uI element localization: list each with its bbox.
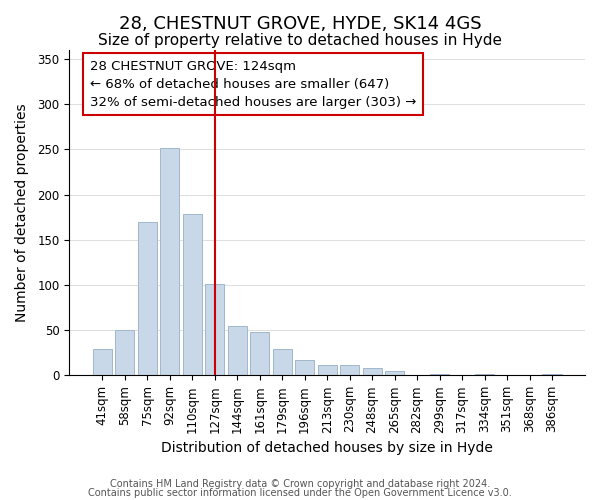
- Bar: [115, 330, 134, 376]
- Bar: [295, 360, 314, 376]
- Bar: [272, 349, 292, 376]
- Y-axis label: Number of detached properties: Number of detached properties: [15, 104, 29, 322]
- Text: Size of property relative to detached houses in Hyde: Size of property relative to detached ho…: [98, 32, 502, 48]
- Bar: [250, 332, 269, 376]
- Text: Contains public sector information licensed under the Open Government Licence v3: Contains public sector information licen…: [88, 488, 512, 498]
- Bar: [340, 366, 359, 376]
- Text: 28 CHESTNUT GROVE: 124sqm
← 68% of detached houses are smaller (647)
32% of semi: 28 CHESTNUT GROVE: 124sqm ← 68% of detac…: [90, 60, 416, 109]
- Bar: [138, 222, 157, 376]
- Bar: [182, 214, 202, 376]
- Bar: [430, 374, 449, 376]
- Bar: [160, 148, 179, 376]
- Bar: [362, 368, 382, 376]
- Bar: [317, 366, 337, 376]
- Bar: [227, 326, 247, 376]
- Bar: [93, 349, 112, 376]
- Bar: [542, 374, 562, 376]
- Text: 28, CHESTNUT GROVE, HYDE, SK14 4GS: 28, CHESTNUT GROVE, HYDE, SK14 4GS: [119, 15, 481, 33]
- Text: Contains HM Land Registry data © Crown copyright and database right 2024.: Contains HM Land Registry data © Crown c…: [110, 479, 490, 489]
- Bar: [205, 284, 224, 376]
- Bar: [475, 374, 494, 376]
- Bar: [385, 371, 404, 376]
- X-axis label: Distribution of detached houses by size in Hyde: Distribution of detached houses by size …: [161, 441, 493, 455]
